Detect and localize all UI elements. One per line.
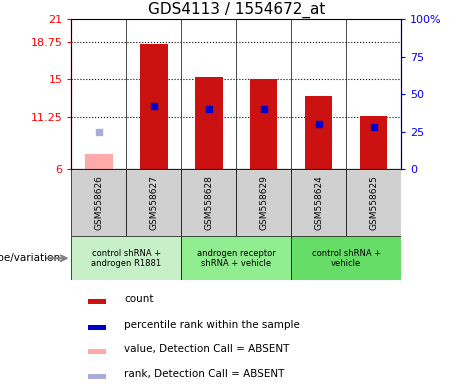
Bar bbox=[305, 96, 332, 169]
Bar bbox=[71, 169, 126, 236]
Bar bbox=[88, 299, 106, 304]
Bar bbox=[291, 236, 401, 280]
Bar bbox=[88, 374, 106, 379]
Text: GSM558627: GSM558627 bbox=[149, 175, 159, 230]
Text: GSM558628: GSM558628 bbox=[204, 175, 213, 230]
Bar bbox=[88, 325, 106, 330]
Bar bbox=[126, 169, 181, 236]
Bar bbox=[195, 77, 223, 169]
Text: genotype/variation: genotype/variation bbox=[0, 253, 61, 263]
Text: GSM558629: GSM558629 bbox=[259, 175, 268, 230]
Text: GSM558626: GSM558626 bbox=[95, 175, 103, 230]
Bar bbox=[88, 349, 106, 354]
Bar bbox=[71, 236, 181, 280]
Bar bbox=[181, 236, 291, 280]
Text: count: count bbox=[124, 294, 154, 304]
Bar bbox=[181, 169, 236, 236]
Text: control shRNA +
androgen R1881: control shRNA + androgen R1881 bbox=[91, 248, 161, 268]
Bar bbox=[85, 154, 112, 169]
Bar bbox=[346, 169, 401, 236]
Text: androgen receptor
shRNA + vehicle: androgen receptor shRNA + vehicle bbox=[197, 248, 276, 268]
Bar bbox=[291, 169, 346, 236]
Bar bbox=[140, 44, 168, 169]
Bar bbox=[236, 169, 291, 236]
Title: GDS4113 / 1554672_at: GDS4113 / 1554672_at bbox=[148, 2, 325, 18]
Text: value, Detection Call = ABSENT: value, Detection Call = ABSENT bbox=[124, 344, 290, 354]
Text: GSM558624: GSM558624 bbox=[314, 175, 323, 230]
Bar bbox=[360, 116, 387, 169]
Text: GSM558625: GSM558625 bbox=[369, 175, 378, 230]
Text: percentile rank within the sample: percentile rank within the sample bbox=[124, 320, 301, 330]
Text: rank, Detection Call = ABSENT: rank, Detection Call = ABSENT bbox=[124, 369, 285, 379]
Text: control shRNA +
vehicle: control shRNA + vehicle bbox=[312, 248, 381, 268]
Bar bbox=[250, 79, 278, 169]
